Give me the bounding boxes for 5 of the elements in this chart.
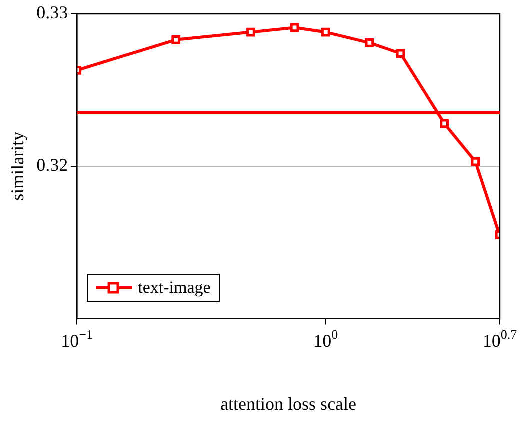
y-axis-title: similarity <box>8 132 28 201</box>
y-tick-label: 0.32 <box>36 155 68 176</box>
legend-label: text-image <box>138 278 211 298</box>
y-tick-label: 0.33 <box>36 2 68 23</box>
x-axis-title: attention loss scale <box>220 394 357 414</box>
